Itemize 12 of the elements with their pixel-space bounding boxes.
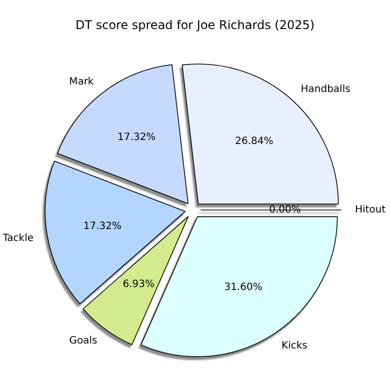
- data-label: 6.93%: [122, 278, 155, 290]
- data-label: 26.84%: [235, 136, 274, 148]
- slice-label: Tackle: [2, 233, 34, 244]
- chart-title: DT score spread for Joe Richards (2025): [75, 18, 315, 32]
- slice-label: Goals: [69, 335, 98, 346]
- slice-label: Handballs: [300, 84, 350, 95]
- data-label: 17.32%: [118, 132, 156, 144]
- data-label: 31.60%: [224, 282, 262, 293]
- data-label: 17.32%: [83, 220, 122, 232]
- slice-label: Kicks: [282, 340, 308, 352]
- category-label: Hitout: [355, 204, 386, 216]
- slice-label: Mark: [69, 76, 94, 88]
